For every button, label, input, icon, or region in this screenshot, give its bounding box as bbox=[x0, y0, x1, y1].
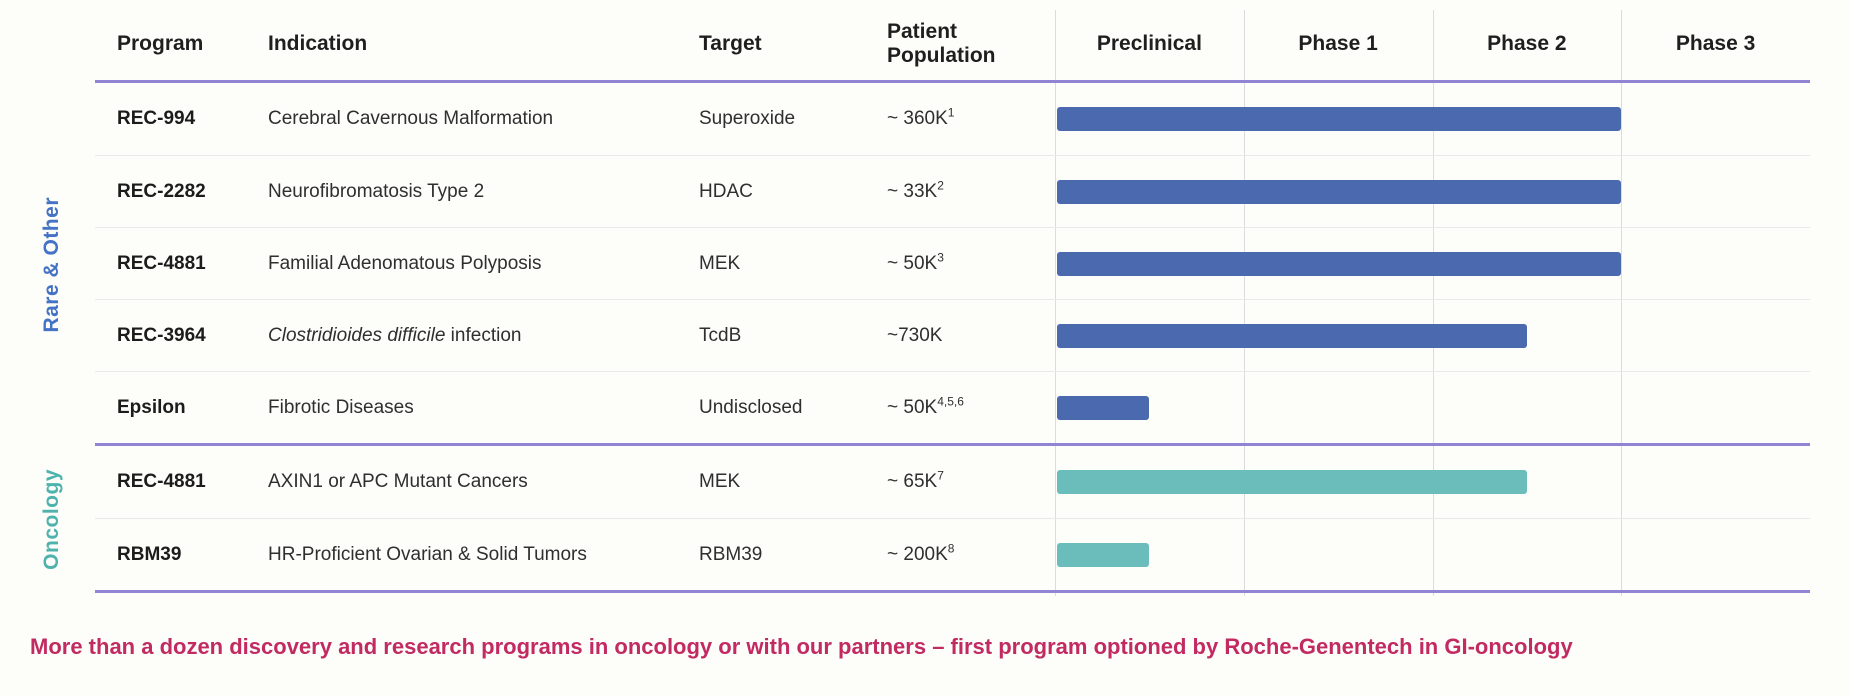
phase-progress-bar bbox=[1057, 107, 1622, 131]
indication-cell: AXIN1 or APC Mutant Cancers bbox=[268, 471, 699, 493]
column-header-program: Program bbox=[117, 31, 204, 55]
population-cell: ~ 33K2 bbox=[887, 178, 1055, 203]
population-footnote: 8 bbox=[947, 541, 955, 556]
target-cell: HDAC bbox=[699, 180, 753, 202]
population-footnote: 7 bbox=[937, 468, 944, 483]
indication-text: Neurofibromatosis Type 2 bbox=[268, 180, 485, 202]
section-label-oncology: Oncology bbox=[28, 446, 76, 593]
column-header-phase3: Phase 3 bbox=[1675, 31, 1756, 55]
program-cell: REC-2282 bbox=[117, 180, 206, 202]
target-cell: MEK bbox=[699, 252, 741, 274]
program-cell: REC-4881 bbox=[117, 252, 206, 274]
phase-progress-bar bbox=[1057, 395, 1150, 420]
population-footnote: 3 bbox=[937, 250, 944, 265]
population-cell: ~ 50K4,5,6 bbox=[887, 394, 1055, 419]
table-row: REC-994 Cerebral Cavernous Malformation Su… bbox=[95, 83, 1810, 155]
indication-text: AXIN1 or APC Mutant Cancers bbox=[268, 471, 528, 492]
table-row: Epsilon Fibrotic Diseases Undisclosed ~ 50K… bbox=[95, 371, 1810, 443]
population-cell: ~ 360K1 bbox=[887, 105, 1055, 130]
indication-text: Familial Adenomatous Polyposis bbox=[268, 252, 542, 274]
target-cell: Undisclosed bbox=[699, 396, 803, 418]
column-header-phase2: Phase 2 bbox=[1487, 31, 1567, 55]
program-cell: REC-994 bbox=[117, 108, 196, 129]
population-value: ~ 33K bbox=[887, 180, 938, 202]
indication-text: Cerebral Cavernous Malformation bbox=[268, 108, 554, 129]
pipeline-table: Program Indication Target Patient Popula… bbox=[95, 8, 1810, 593]
program-cell: REC-3964 bbox=[117, 324, 206, 346]
section-label-text: Oncology bbox=[40, 469, 63, 570]
section-label-rare-other: Rare & Other bbox=[28, 83, 76, 446]
population-value: ~ 65K bbox=[887, 471, 938, 492]
phase-progress-bar bbox=[1057, 179, 1622, 204]
phase-chart-cell bbox=[1055, 300, 1810, 371]
program-cell: RBM39 bbox=[117, 543, 182, 565]
population-value: ~ 200K bbox=[887, 543, 948, 565]
population-value: ~ 360K bbox=[887, 108, 948, 129]
column-header-phase1: Phase 1 bbox=[1298, 31, 1378, 55]
indication-cell: Cerebral Cavernous Malformation bbox=[268, 108, 699, 130]
population-cell: ~ 200K8 bbox=[887, 541, 1055, 566]
phase-progress-bar bbox=[1057, 542, 1150, 567]
population-footnote: 1 bbox=[947, 105, 955, 120]
indication-cell: HR-Proficient Ovarian & Solid Tumors bbox=[268, 544, 699, 566]
population-value: ~730K bbox=[887, 324, 943, 346]
table-header-row: Program Indication Target Patient Popula… bbox=[95, 8, 1810, 83]
indication-text: infection bbox=[445, 324, 522, 346]
column-header-preclinical: Preclinical bbox=[1096, 31, 1202, 55]
footer-highlight-text: More than a dozen discovery and research… bbox=[30, 634, 1573, 659]
phase-header-group: Preclinical Phase 1 Phase 2 Phase 3 bbox=[1055, 8, 1810, 80]
indication-cell: Fibrotic Diseases bbox=[268, 397, 699, 419]
indication-italic-text: Clostridioides difficile bbox=[268, 324, 446, 346]
indication-text: Fibrotic Diseases bbox=[268, 396, 414, 418]
column-header-population: Patient Population bbox=[887, 19, 996, 67]
indication-cell: Neurofibromatosis Type 2 bbox=[268, 181, 699, 203]
population-value: ~ 50K bbox=[887, 252, 938, 274]
table-row: REC-3964 Clostridioides difficile infecti… bbox=[95, 299, 1810, 371]
table-row: REC-4881 AXIN1 or APC Mutant Cancers MEK ~ … bbox=[95, 446, 1810, 518]
phase-chart-cell bbox=[1055, 446, 1810, 518]
population-value: ~ 50K bbox=[887, 396, 938, 418]
table-row: REC-2282 Neurofibromatosis Type 2 HDAC ~ 33… bbox=[95, 155, 1810, 227]
table-row: REC-4881 Familial Adenomatous Polyposis ME… bbox=[95, 227, 1810, 299]
phase-chart-cell bbox=[1055, 372, 1810, 443]
population-footnote: 4,5,6 bbox=[937, 394, 964, 409]
column-header-indication: Indication bbox=[268, 31, 368, 55]
pipeline-section: REC-994 Cerebral Cavernous Malformation Su… bbox=[95, 83, 1810, 446]
population-footnote: 2 bbox=[937, 178, 944, 193]
phase-progress-bar bbox=[1057, 251, 1622, 276]
target-cell: RBM39 bbox=[699, 543, 763, 565]
pipeline-section: REC-4881 AXIN1 or APC Mutant Cancers MEK ~ … bbox=[95, 446, 1810, 593]
indication-cell: Familial Adenomatous Polyposis bbox=[268, 253, 699, 275]
phase-chart-cell bbox=[1055, 156, 1810, 227]
phase-progress-bar bbox=[1057, 470, 1527, 494]
indication-cell: Clostridioides difficile infection bbox=[268, 325, 699, 347]
population-cell: ~ 65K7 bbox=[887, 468, 1055, 493]
program-cell: Epsilon bbox=[117, 396, 186, 418]
phase-progress-bar bbox=[1057, 323, 1527, 348]
phase-chart-cell bbox=[1055, 519, 1810, 590]
phase-chart-cell bbox=[1055, 83, 1810, 155]
table-row: RBM39 HR-Proficient Ovarian & Solid Tumor… bbox=[95, 518, 1810, 590]
target-cell: Superoxide bbox=[699, 108, 796, 129]
pipeline-rows: REC-994 Cerebral Cavernous Malformation Su… bbox=[95, 83, 1810, 593]
program-cell: REC-4881 bbox=[117, 471, 206, 492]
population-cell: ~730K bbox=[887, 325, 1055, 347]
phase-chart-cell bbox=[1055, 228, 1810, 299]
target-cell: MEK bbox=[699, 471, 741, 492]
section-label-text: Rare & Other bbox=[40, 196, 63, 333]
population-cell: ~ 50K3 bbox=[887, 250, 1055, 275]
indication-text: HR-Proficient Ovarian & Solid Tumors bbox=[268, 543, 587, 565]
target-cell: TcdB bbox=[699, 324, 742, 346]
column-header-target: Target bbox=[699, 31, 762, 55]
